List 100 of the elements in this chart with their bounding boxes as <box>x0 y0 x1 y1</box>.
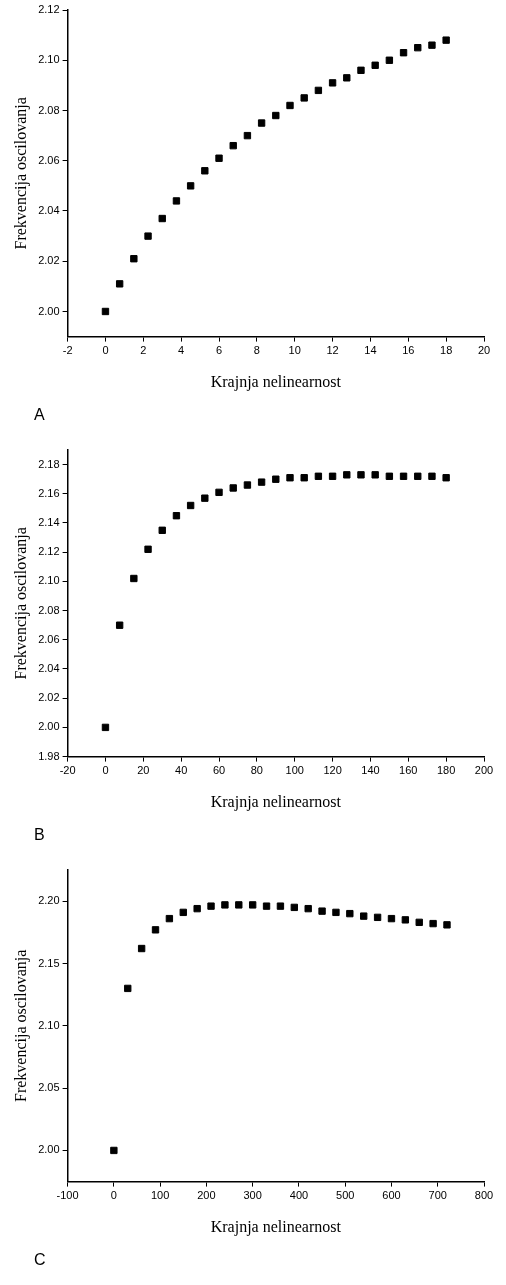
y-tick-label: 2.04 <box>38 204 60 217</box>
x-tick-label: 300 <box>243 1189 262 1202</box>
point <box>332 908 340 917</box>
point <box>130 255 138 263</box>
point <box>300 94 308 102</box>
y-tick-label: 2.10 <box>38 53 60 66</box>
point <box>429 919 437 928</box>
y-tick-label: 2.06 <box>38 153 60 166</box>
point <box>371 61 379 69</box>
x-tick-label: 16 <box>402 344 415 357</box>
point <box>186 501 195 510</box>
point <box>357 66 365 74</box>
y-tick-label: 2.00 <box>38 720 60 733</box>
point <box>415 918 423 927</box>
point <box>414 44 422 52</box>
x-tick-label: 200 <box>474 764 494 777</box>
y-tick-label: 1.98 <box>38 749 60 762</box>
point <box>257 119 266 127</box>
y-tick-label: 2.10 <box>38 574 60 587</box>
point <box>201 494 209 502</box>
point <box>286 101 294 110</box>
x-tick-label: 200 <box>197 1189 216 1202</box>
x-tick-label: 500 <box>336 1189 355 1202</box>
point <box>318 907 326 915</box>
point <box>229 141 237 150</box>
x-tick-label: 700 <box>428 1189 447 1202</box>
point <box>144 545 152 553</box>
point <box>207 902 215 910</box>
x-tick-label: 14 <box>364 344 377 357</box>
point <box>387 914 396 923</box>
x-tick-label: 2 <box>140 344 147 357</box>
point <box>314 86 323 95</box>
x-tick-label: -2 <box>62 344 73 357</box>
point <box>165 914 174 923</box>
x-axis-title: Krajnja nelinearnost <box>210 1217 342 1236</box>
y-tick-label: 2.16 <box>38 486 60 499</box>
point <box>137 944 146 953</box>
point <box>328 79 337 87</box>
point <box>304 904 312 913</box>
x-tick-label: 40 <box>175 764 188 777</box>
point <box>110 1146 118 1155</box>
x-tick-label: 20 <box>477 344 491 357</box>
point <box>314 472 323 480</box>
point <box>428 472 436 480</box>
x-axis-title: Krajnja nelinearnost <box>210 792 342 811</box>
x-tick-label: 10 <box>288 344 301 357</box>
x-tick-label: 160 <box>399 764 418 777</box>
point <box>343 471 351 479</box>
point <box>124 984 132 993</box>
x-tick-label: -100 <box>56 1189 79 1202</box>
point <box>186 182 195 190</box>
point <box>172 512 181 520</box>
y-tick-label: 2.08 <box>38 103 60 116</box>
point <box>399 49 408 57</box>
point <box>158 526 166 534</box>
y-tick-label: 2.12 <box>38 545 60 558</box>
point <box>130 574 138 583</box>
text: C <box>34 1251 46 1268</box>
x-axis-title: Krajnja nelinearnost <box>210 372 342 391</box>
x-tick-label: 400 <box>289 1189 309 1202</box>
x-tick-label: 4 <box>178 344 185 357</box>
point <box>144 232 152 240</box>
point <box>243 131 252 140</box>
point <box>428 41 436 49</box>
x-tick-label: 120 <box>323 764 342 777</box>
point <box>272 475 280 483</box>
x-tick-label: 18 <box>440 344 453 357</box>
text: A <box>34 406 45 423</box>
x-tick-label: 8 <box>253 344 260 357</box>
y-tick-label: 2.15 <box>38 956 60 969</box>
point <box>257 478 266 486</box>
point <box>442 36 450 44</box>
point <box>300 474 308 482</box>
y-tick-label: 2.12 <box>38 3 60 16</box>
y-tick-label: 2.05 <box>38 1081 60 1094</box>
x-tick-label: 100 <box>150 1189 170 1202</box>
point <box>360 912 368 920</box>
x-tick-label: 180 <box>436 764 456 777</box>
point <box>414 472 422 480</box>
x-tick-label: 600 <box>382 1189 401 1202</box>
x-tick-label: -20 <box>59 764 76 777</box>
x-tick-label: 6 <box>215 344 223 357</box>
x-tick-label: 800 <box>474 1189 494 1202</box>
point <box>193 904 201 913</box>
x-tick-label: 0 <box>102 344 109 357</box>
point <box>328 472 337 480</box>
y-axis-title: Frekvencija oscilovanja <box>11 949 30 1102</box>
y-tick-label: 2.06 <box>38 632 60 645</box>
y-tick-label: 2.00 <box>38 304 60 317</box>
point <box>346 909 354 918</box>
point <box>443 921 451 929</box>
point <box>179 908 187 917</box>
point <box>399 472 408 480</box>
y-tick-label: 2.02 <box>38 254 60 267</box>
y-axis-title: Frekvencija oscilovanja <box>11 97 30 250</box>
point <box>286 474 294 482</box>
x-tick-label: 12 <box>326 344 339 357</box>
point <box>371 471 379 479</box>
x-tick-label: 0 <box>110 1189 117 1202</box>
y-tick-label: 2.18 <box>38 457 60 470</box>
